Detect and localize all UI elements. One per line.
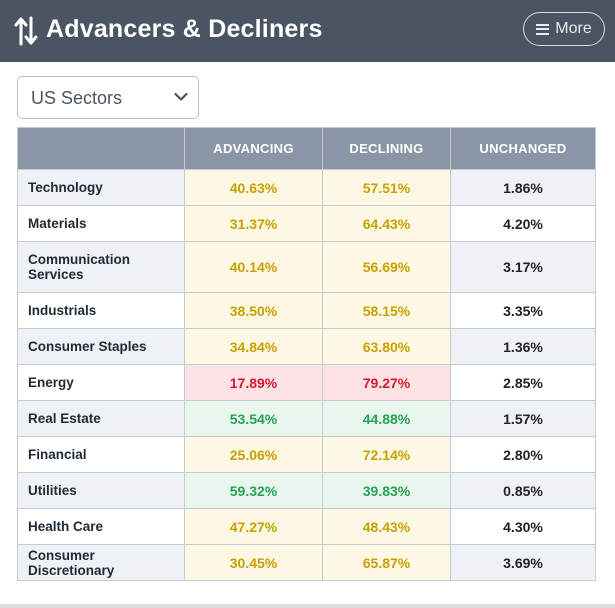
sector-name: Energy [17, 364, 185, 401]
table-row: Financial 25.06% 72.14% 2.80% [17, 436, 596, 473]
sector-name: Financial [17, 436, 185, 473]
declining-value: 56.69% [322, 241, 451, 293]
sector-name: Materials [17, 205, 185, 242]
unchanged-value: 4.20% [450, 205, 596, 242]
unchanged-value: 1.86% [450, 169, 596, 206]
sector-name: Industrials [17, 292, 185, 329]
sector-name: Consumer Staples [17, 328, 185, 365]
advancing-value: 34.84% [184, 328, 323, 365]
sector-group-select[interactable]: US Sectors [17, 76, 199, 119]
sort-arrows-icon [14, 16, 38, 46]
column-header-declining: DECLINING [322, 127, 451, 170]
unchanged-value: 1.57% [450, 400, 596, 437]
column-header-unchanged: UNCHANGED [450, 127, 596, 170]
sector-name: Utilities [17, 472, 185, 509]
declining-value: 64.43% [322, 205, 451, 242]
unchanged-value: 0.85% [450, 472, 596, 509]
widget-header: Advancers & Decliners More [0, 0, 615, 62]
advancing-value: 17.89% [184, 364, 323, 401]
column-header-advancing: ADVANCING [184, 127, 323, 170]
more-button[interactable]: More [523, 12, 605, 46]
declining-value: 72.14% [322, 436, 451, 473]
widget-title: Advancers & Decliners [46, 15, 323, 43]
advancing-value: 40.63% [184, 169, 323, 206]
declining-value: 39.83% [322, 472, 451, 509]
table-row: Consumer Discretionary 30.45% 65.87% 3.69% [17, 544, 596, 581]
sector-name: Technology [17, 169, 185, 206]
advancing-value: 53.54% [184, 400, 323, 437]
declining-value: 44.88% [322, 400, 451, 437]
sectors-table: ADVANCING DECLINING UNCHANGED Technology… [17, 127, 596, 581]
table-row: Consumer Staples 34.84% 63.80% 1.36% [17, 328, 596, 365]
advancing-value: 31.37% [184, 205, 323, 242]
advancing-value: 47.27% [184, 508, 323, 545]
advancing-value: 40.14% [184, 241, 323, 293]
table-row: Materials 31.37% 64.43% 4.20% [17, 205, 596, 242]
declining-value: 58.15% [322, 292, 451, 329]
unchanged-value: 2.85% [450, 364, 596, 401]
advancing-value: 38.50% [184, 292, 323, 329]
chevron-down-icon [174, 92, 188, 101]
declining-value: 63.80% [322, 328, 451, 365]
column-header-sector [17, 127, 185, 170]
unchanged-value: 4.30% [450, 508, 596, 545]
table-row: Communication Services 40.14% 56.69% 3.17% [17, 241, 596, 293]
sector-name: Consumer Discretionary [17, 544, 185, 581]
table-header-row: ADVANCING DECLINING UNCHANGED [17, 127, 596, 170]
declining-value: 57.51% [322, 169, 451, 206]
table-row: Energy 17.89% 79.27% 2.85% [17, 364, 596, 401]
declining-value: 48.43% [322, 508, 451, 545]
unchanged-value: 2.80% [450, 436, 596, 473]
bottom-divider [0, 604, 615, 608]
sector-name: Real Estate [17, 400, 185, 437]
menu-icon [536, 23, 550, 35]
declining-value: 65.87% [322, 544, 451, 581]
unchanged-value: 3.17% [450, 241, 596, 293]
advancing-value: 59.32% [184, 472, 323, 509]
table-row: Utilities 59.32% 39.83% 0.85% [17, 472, 596, 509]
advancing-value: 25.06% [184, 436, 323, 473]
table-row: Industrials 38.50% 58.15% 3.35% [17, 292, 596, 329]
unchanged-value: 3.69% [450, 544, 596, 581]
sector-name: Communication Services [17, 241, 185, 293]
table-row: Technology 40.63% 57.51% 1.86% [17, 169, 596, 206]
more-button-label: More [555, 20, 592, 37]
table-row: Health Care 47.27% 48.43% 4.30% [17, 508, 596, 545]
sector-group-select-value: US Sectors [31, 88, 123, 108]
declining-value: 79.27% [322, 364, 451, 401]
unchanged-value: 1.36% [450, 328, 596, 365]
advancing-value: 30.45% [184, 544, 323, 581]
unchanged-value: 3.35% [450, 292, 596, 329]
sector-name: Health Care [17, 508, 185, 545]
table-row: Real Estate 53.54% 44.88% 1.57% [17, 400, 596, 437]
